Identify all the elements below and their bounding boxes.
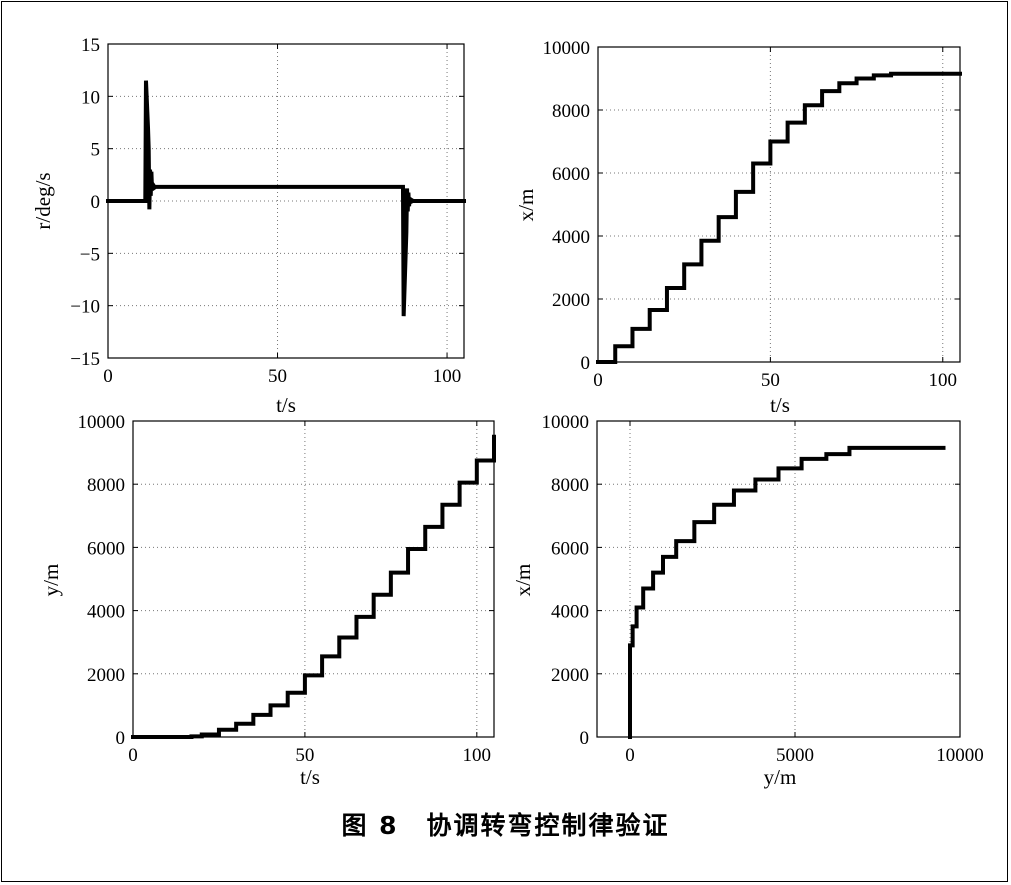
y-tick-label: 2000 (552, 290, 590, 311)
x-axis-label: t/s (276, 393, 296, 417)
y-axis-label: x/m (511, 564, 535, 597)
figure-title: 协调转弯控制律验证 (426, 811, 670, 840)
x-tick-label: 0 (593, 370, 603, 391)
y-tick-label: 10000 (78, 412, 126, 433)
plot-frame (596, 420, 961, 738)
y-tick-label: −10 (70, 297, 100, 318)
y-tick-label: 8000 (87, 475, 125, 496)
series-line-1 (596, 71, 962, 364)
x-tick-label: 50 (268, 366, 287, 387)
plot-frame (132, 420, 495, 738)
y-tick-label: 15 (81, 35, 100, 56)
x-tick-label: 50 (761, 370, 780, 391)
figure-caption: 图 8 协调转弯控制律验证 (0, 806, 1011, 842)
x-tick-label: 50 (295, 745, 314, 766)
y-tick-label: 6000 (87, 538, 125, 559)
chart-panel-3: 0 50 100 0 2000 4000 6000 8000 10000 t/s y/m (39, 412, 496, 789)
y-tick-label: 10 (81, 87, 100, 108)
y-tick-label: 2000 (87, 665, 125, 686)
series-line-1 (106, 80, 466, 317)
y-tick-label: −15 (70, 349, 100, 370)
y-tick-label: 4000 (551, 602, 589, 623)
y-tick-label: 4000 (87, 602, 125, 623)
x-axis-label: y/m (764, 765, 797, 789)
y-tick-label: 4000 (552, 227, 590, 248)
x-tick-label: 100 (929, 370, 958, 391)
y-tick-label: 10000 (542, 412, 590, 433)
y-tick-label: 6000 (551, 538, 589, 559)
series-line-1 (628, 445, 946, 739)
x-tick-label: 100 (433, 366, 462, 387)
x-tick-label: 100 (463, 745, 492, 766)
y-tick-label: 0 (116, 728, 126, 749)
y-tick-label: 0 (91, 192, 101, 213)
x-axis-label: t/s (770, 393, 790, 417)
y-tick-label: 8000 (551, 475, 589, 496)
x-tick-label: 0 (103, 366, 113, 387)
x-tick-label: 10000 (936, 745, 984, 766)
figure-number: 图 8 (341, 811, 399, 840)
x-tick-label: 0 (128, 745, 138, 766)
y-axis-label: x/m (514, 189, 538, 222)
y-tick-label: 0 (580, 728, 590, 749)
y-tick-label: 2000 (551, 665, 589, 686)
y-tick-label: 10000 (543, 38, 591, 59)
plot-frame (597, 46, 961, 363)
chart-panel-2: 0 50 100 0 2000 4000 6000 8000 10000 t/s x/m (514, 38, 962, 417)
y-tick-label: 6000 (552, 164, 590, 185)
y-tick-label: 8000 (552, 101, 590, 122)
y-axis-label: r/deg/s (31, 172, 55, 229)
x-tick-label: 0 (625, 745, 635, 766)
y-axis-label: y/m (39, 564, 63, 597)
y-tick-label: 0 (581, 353, 591, 374)
x-tick-label: 5000 (776, 745, 814, 766)
chart-panel-4: 0 5000 10000 0 2000 4000 6000 8000 10000 y/m x/m (511, 412, 984, 789)
y-tick-label: 5 (91, 140, 101, 161)
y-tick-label: −5 (80, 244, 100, 265)
x-axis-label: t/s (300, 765, 320, 789)
chart-panel-1: 0 50 100 −15 −10 −5 0 5 10 15 t/s r/deg/s (31, 35, 466, 417)
series-line-1 (131, 434, 496, 739)
